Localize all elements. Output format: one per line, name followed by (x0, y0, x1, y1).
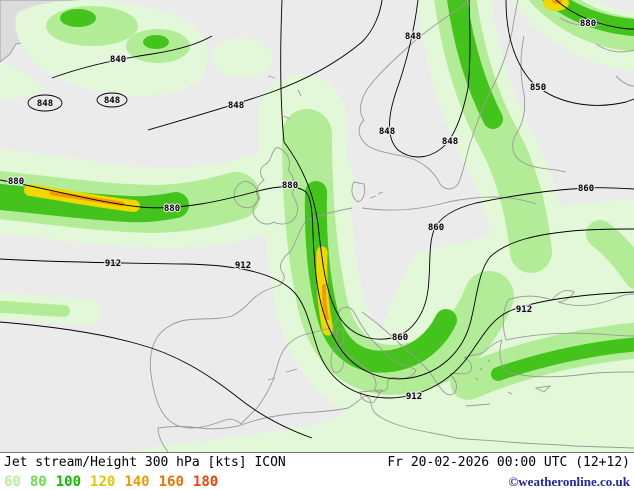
contour-label: 860 (578, 184, 594, 194)
contour-label: 912 (406, 392, 422, 402)
legend-scale: 60 80 100 120 140 160 180 (4, 472, 227, 490)
turkey-black-sea-coast (499, 289, 634, 378)
france-iberia-coast (149, 221, 332, 429)
weather-map-svg: 840 848 848 848 848 848 848 850 880 880 … (0, 0, 634, 452)
arctic-russia-coast (559, 17, 634, 87)
contour-label: 912 (516, 305, 532, 315)
corsica-coast (335, 327, 345, 347)
scale-value-180: 180 (192, 474, 219, 490)
contour-label-group: 840 848 848 848 848 848 848 850 880 880 … (7, 18, 597, 403)
sicily-coast (359, 389, 383, 403)
contour-label: 912 (105, 259, 121, 269)
scale-value-120: 120 (90, 474, 116, 490)
italy-coast (332, 306, 417, 393)
contour-label: 880 (8, 177, 24, 187)
scale-value-80: 80 (29, 474, 47, 490)
denmark-coast (351, 181, 384, 203)
north-atlantic-islands (267, 75, 302, 120)
legend-bar: Jet stream/Height 300 hPa [kts] ICON Fr … (0, 452, 634, 490)
coastlines (149, 0, 634, 452)
copyright: ©weatheronline.co.uk (508, 474, 630, 489)
scandinavia-coast (358, 0, 519, 190)
scale-value-140: 140 (124, 474, 150, 490)
contour-label: 848 (379, 127, 395, 137)
map-canvas: 840 848 848 848 848 848 848 850 880 880 … (0, 0, 634, 452)
balearic-islands (267, 368, 298, 381)
contour-lines (0, 0, 634, 439)
contour-label: 860 (392, 333, 408, 343)
contour-label: 850 (530, 83, 546, 93)
contour-label: 880 (164, 204, 180, 214)
contour-label: 880 (282, 181, 298, 191)
scale-value-160: 160 (158, 474, 184, 490)
scale-value-100: 100 (55, 474, 82, 490)
scale-value-60: 60 (4, 474, 21, 490)
legend-title: Jet stream/Height 300 hPa [kts] ICON (4, 455, 286, 470)
contour-label: 912 (235, 261, 251, 271)
contour-label: 848 (405, 32, 421, 42)
contour-label: 848 (37, 99, 53, 109)
legend-datetime: Fr 20-02-2026 00:00 UTC (12+12) (387, 455, 630, 470)
north-africa-coast (157, 395, 634, 452)
aegean-islands (465, 359, 552, 407)
britain-coast (252, 147, 299, 225)
north-sea-coast (305, 207, 353, 221)
ireland-coast (233, 180, 259, 209)
contour-label: 880 (580, 19, 596, 29)
contour-label: 860 (428, 223, 444, 233)
contour-label: 848 (228, 101, 244, 111)
contour-label: 840 (110, 55, 126, 65)
contour-label: 848 (104, 96, 120, 106)
south-baltic-coast (361, 196, 537, 211)
contour-label: 848 (442, 137, 458, 147)
finland-baltic-coast (512, 35, 567, 173)
balkans-greece-coast (361, 311, 503, 396)
